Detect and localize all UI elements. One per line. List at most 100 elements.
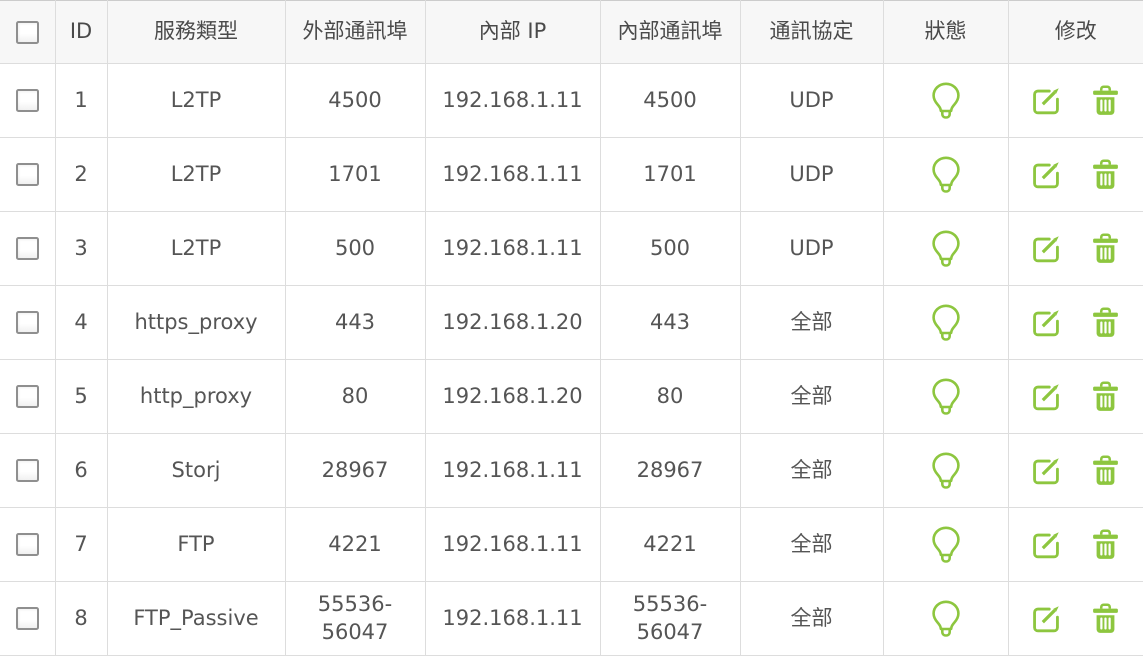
row-checkbox[interactable] [15,607,39,631]
cell-status [882,581,1009,656]
cell-modify [1007,581,1143,656]
trash-icon[interactable] [1090,602,1121,635]
cell-internal-port: 28967 [599,433,741,508]
cell-service-type: L2TP [106,211,286,286]
table-row: 1 L2TP 4500 192.168.1.11 4500 UDP [0,63,1143,138]
row-select-cell [0,211,56,286]
cell-protocol: UDP [739,211,884,286]
header-service-type: 服務類型 [106,0,286,64]
cell-status [882,285,1009,360]
row-select-cell [0,433,56,508]
row-checkbox[interactable] [15,89,39,113]
cell-internal-port: 500 [599,211,741,286]
edit-pencil-icon[interactable] [1031,308,1061,338]
cell-status [882,507,1009,582]
edit-pencil-icon[interactable] [1031,234,1061,264]
status-lightbulb-icon[interactable] [931,451,961,491]
cell-internal-ip: 192.168.1.11 [424,63,601,138]
cell-external-port: 4500 [284,63,426,138]
row-select-cell [0,63,56,138]
cell-protocol: 全部 [739,433,884,508]
edit-pencil-icon[interactable] [1031,530,1061,560]
table-row: 6 Storj 28967 192.168.1.11 28967 全部 [0,433,1143,508]
status-lightbulb-icon[interactable] [931,525,961,565]
cell-id: 2 [54,137,108,212]
header-id: ID [54,0,108,64]
cell-protocol: 全部 [739,507,884,582]
cell-external-port: 443 [284,285,426,360]
cell-service-type: L2TP [106,137,286,212]
edit-pencil-icon[interactable] [1031,604,1061,634]
cell-id: 8 [54,581,108,656]
cell-internal-port: 4221 [599,507,741,582]
cell-external-port: 1701 [284,137,426,212]
row-checkbox[interactable] [15,163,39,187]
cell-service-type: FTP_Passive [106,581,286,656]
cell-status [882,359,1009,434]
cell-external-port: 80 [284,359,426,434]
trash-icon[interactable] [1090,454,1121,487]
cell-internal-ip: 192.168.1.11 [424,433,601,508]
row-select-cell [0,581,56,656]
status-lightbulb-icon[interactable] [931,81,961,121]
trash-icon[interactable] [1090,528,1121,561]
table-header-row: ID 服務類型 外部通訊埠 內部 IP 內部通訊埠 通訊協定 狀態 修改 [0,0,1143,64]
edit-pencil-icon[interactable] [1031,86,1061,116]
trash-icon[interactable] [1090,84,1121,117]
cell-modify [1007,507,1143,582]
trash-icon[interactable] [1090,380,1121,413]
edit-pencil-icon[interactable] [1031,456,1061,486]
row-checkbox[interactable] [15,311,39,335]
cell-internal-port: 1701 [599,137,741,212]
cell-status [882,433,1009,508]
trash-icon[interactable] [1090,232,1121,265]
cell-id: 4 [54,285,108,360]
cell-id: 3 [54,211,108,286]
cell-status [882,137,1009,212]
status-lightbulb-icon[interactable] [931,303,961,343]
table-row: 4 https_proxy 443 192.168.1.20 443 全部 [0,285,1143,360]
row-select-cell [0,359,56,434]
cell-internal-port: 80 [599,359,741,434]
status-lightbulb-icon[interactable] [931,377,961,417]
cell-protocol: UDP [739,63,884,138]
cell-service-type: http_proxy [106,359,286,434]
cell-internal-ip: 192.168.1.20 [424,359,601,434]
status-lightbulb-icon[interactable] [931,229,961,269]
edit-pencil-icon[interactable] [1031,382,1061,412]
edit-pencil-icon[interactable] [1031,160,1061,190]
cell-internal-ip: 192.168.1.11 [424,581,601,656]
select-all-checkbox[interactable] [15,20,39,44]
table-body: 1 L2TP 4500 192.168.1.11 4500 UDP [0,63,1143,656]
cell-status [882,63,1009,138]
cell-modify [1007,211,1143,286]
table-row: 3 L2TP 500 192.168.1.11 500 UDP [0,211,1143,286]
header-internal-ip: 內部 IP [424,0,601,64]
cell-protocol: UDP [739,137,884,212]
status-lightbulb-icon[interactable] [931,599,961,639]
cell-modify [1007,285,1143,360]
table-row: 2 L2TP 1701 192.168.1.11 1701 UDP [0,137,1143,212]
trash-icon[interactable] [1090,158,1121,191]
cell-id: 6 [54,433,108,508]
trash-icon[interactable] [1090,306,1121,339]
row-checkbox[interactable] [15,533,39,557]
cell-protocol: 全部 [739,581,884,656]
cell-internal-ip: 192.168.1.11 [424,211,601,286]
header-internal-port: 內部通訊埠 [599,0,741,64]
table-row: 7 FTP 4221 192.168.1.11 4221 全部 [0,507,1143,582]
row-checkbox[interactable] [15,385,39,409]
row-checkbox[interactable] [15,459,39,483]
status-lightbulb-icon[interactable] [931,155,961,195]
header-modify: 修改 [1007,0,1143,64]
row-select-cell [0,137,56,212]
table-row: 8 FTP_Passive 55536-56047 192.168.1.11 5… [0,581,1143,656]
row-select-cell [0,285,56,360]
cell-service-type: Storj [106,433,286,508]
row-checkbox[interactable] [15,237,39,261]
cell-internal-port: 55536-56047 [599,581,741,656]
header-external-port: 外部通訊埠 [284,0,426,64]
cell-service-type: FTP [106,507,286,582]
cell-service-type: https_proxy [106,285,286,360]
cell-modify [1007,359,1143,434]
